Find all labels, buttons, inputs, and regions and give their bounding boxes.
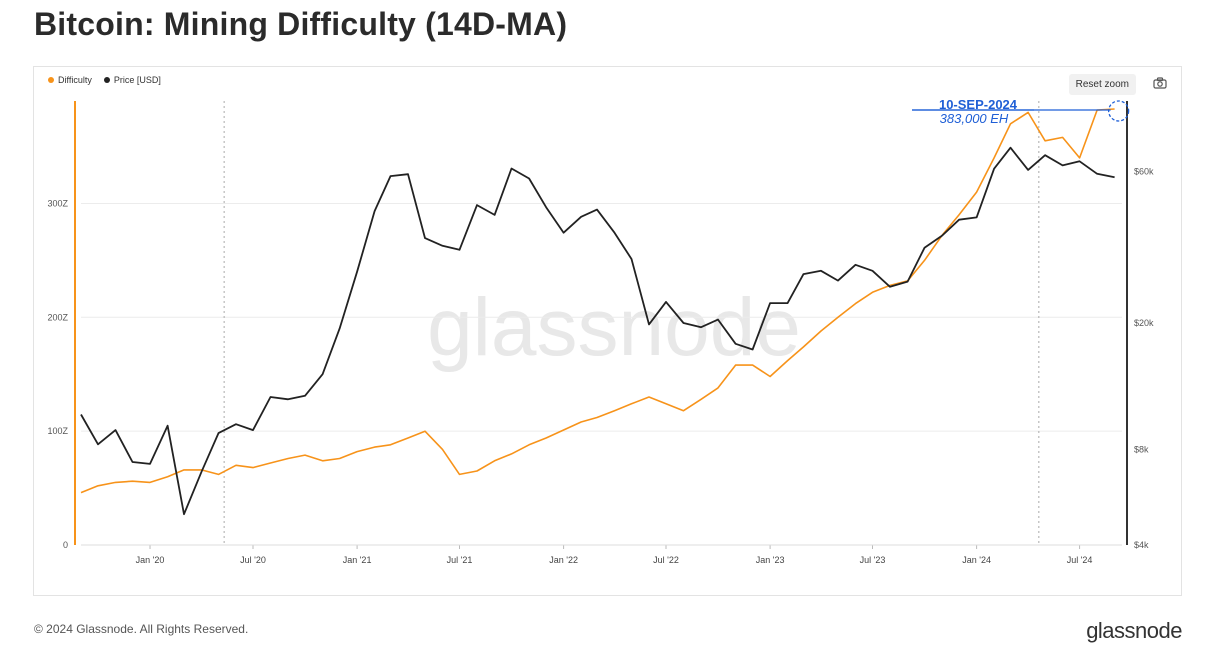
x-tick-label: Jul '23 xyxy=(860,555,886,565)
annotation-date-label: 10-SEP-2024 xyxy=(939,97,1018,112)
legend-dot-price xyxy=(103,77,110,83)
y-right-tick-label: $20k xyxy=(1134,318,1154,328)
series-line-difficulty xyxy=(80,108,1115,494)
x-tick-label: Jan '21 xyxy=(343,555,372,565)
x-tick-label: Jan '20 xyxy=(136,555,165,565)
reset-zoom-button[interactable]: Reset zoom xyxy=(1068,74,1136,95)
x-tick-label: Jul '24 xyxy=(1067,555,1093,565)
chart-legend: Difficulty Price [USD] xyxy=(48,75,161,85)
x-tick-label: Jul '21 xyxy=(447,555,473,565)
y-left-tick-label: 100Z xyxy=(47,426,68,436)
series-layer xyxy=(80,108,1115,516)
x-tick-label: Jul '22 xyxy=(653,555,679,565)
legend-item-price[interactable]: Price [USD] xyxy=(103,75,161,85)
series-line-price xyxy=(80,146,1115,516)
footer-brand-logo: glassnode xyxy=(1086,618,1182,643)
y-left-tick-label: 0 xyxy=(63,540,68,550)
y-right-tick-label: $4k xyxy=(1134,540,1149,550)
x-tick-label: Jan '23 xyxy=(756,555,785,565)
annotation-value-label: 383,000 EH xyxy=(940,111,1009,126)
legend-item-difficulty[interactable]: Difficulty xyxy=(48,75,92,85)
annotation-marker xyxy=(1107,100,1130,122)
legend-label-price: Price [USD] xyxy=(113,75,161,85)
grid-layer xyxy=(81,101,1122,545)
camera-icon[interactable] xyxy=(1153,77,1167,89)
axis-layer: 0 100Z 200Z 300Z $4k $8k $20k $60k Jan '20 Jul '2… xyxy=(47,101,1154,565)
y-right-tick-label: $60k xyxy=(1134,166,1154,176)
y-left-tick-label: 300Z xyxy=(47,198,68,208)
x-tick-label: Jul '20 xyxy=(240,555,266,565)
chart-svg: 0 100Z 200Z 300Z $4k $8k $20k $60k Jan '20 Jul '2… xyxy=(47,97,1154,565)
y-left-tick-label: 200Z xyxy=(47,312,68,322)
copyright-text: © 2024 Glassnode. All Rights Reserved. xyxy=(34,622,249,636)
page-title: Bitcoin: Mining Difficulty (14D-MA) xyxy=(34,6,568,42)
legend-label-difficulty: Difficulty xyxy=(58,75,92,85)
y-right-tick-label: $8k xyxy=(1134,444,1149,454)
chart-panel: Difficulty Price [USD] Reset zoom glassn… xyxy=(33,66,1182,596)
legend-dot-difficulty xyxy=(48,77,54,83)
x-tick-label: Jan '22 xyxy=(549,555,578,565)
x-tick-label: Jan '24 xyxy=(962,555,991,565)
